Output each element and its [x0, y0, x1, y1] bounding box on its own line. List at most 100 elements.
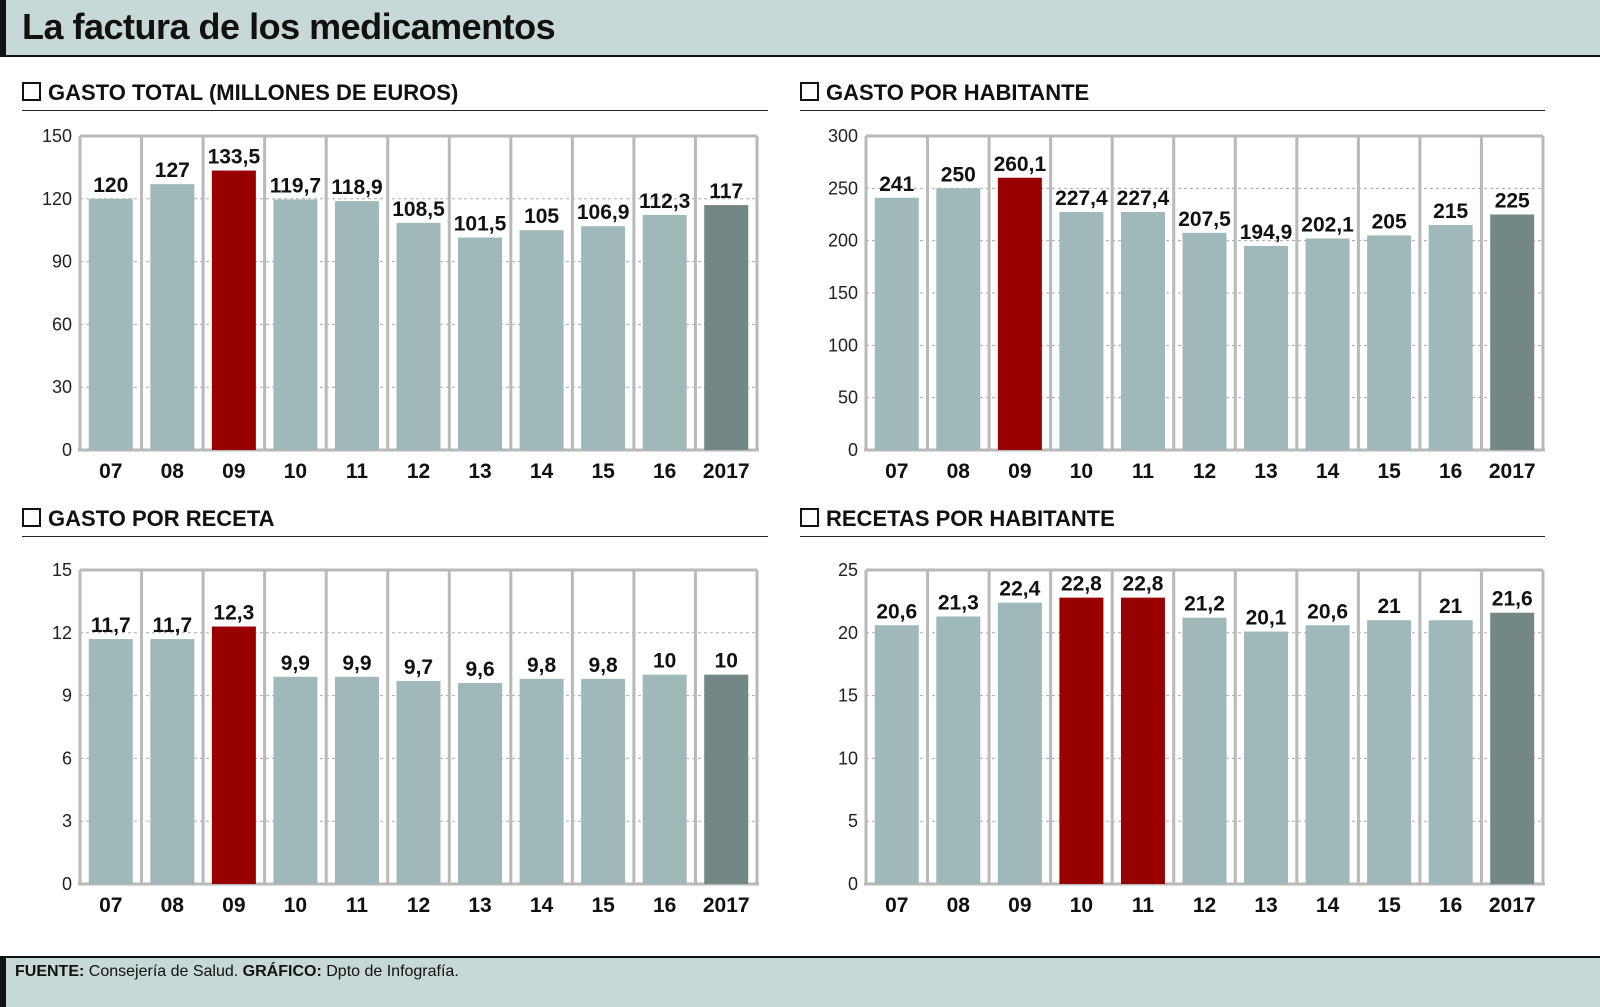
- y-tick-label: 300: [828, 126, 858, 146]
- data-label: 117: [709, 180, 743, 203]
- data-label: 227,4: [1055, 187, 1108, 210]
- page-title: La factura de los medicamentos: [22, 6, 556, 47]
- y-tick-label: 0: [848, 440, 858, 460]
- bar-07: [88, 639, 133, 884]
- bar-10: [273, 199, 318, 450]
- y-tick-label: 0: [848, 874, 858, 894]
- bar-09: [211, 626, 256, 884]
- y-tick-label: 12: [52, 623, 72, 643]
- y-tick-label: 25: [838, 560, 858, 580]
- x-tick-label: 16: [1439, 460, 1462, 483]
- data-label: 21,6: [1492, 588, 1533, 611]
- bar-13: [458, 237, 503, 450]
- bar-08: [150, 184, 195, 450]
- data-label: 202,1: [1301, 213, 1354, 236]
- bar-09: [997, 602, 1042, 884]
- bar-12: [1182, 617, 1227, 884]
- chart-title-text: GASTO POR HABITANTE: [826, 80, 1090, 105]
- bar-14: [1305, 238, 1350, 450]
- x-tick-label: 13: [1254, 894, 1277, 917]
- data-label: 225: [1495, 190, 1530, 213]
- bar-16: [1428, 224, 1473, 450]
- source-note: FUENTE: Consejería de Salud. GRÁFICO: Dp…: [15, 963, 459, 981]
- x-tick-label: 10: [1070, 894, 1093, 917]
- data-label: 105: [524, 205, 559, 228]
- data-label: 108,5: [392, 198, 445, 221]
- data-label: 11,7: [152, 614, 192, 637]
- x-tick-label: 08: [161, 894, 185, 917]
- data-label: 241: [879, 173, 914, 196]
- x-tick-label: 13: [468, 460, 491, 483]
- y-tick-label: 60: [52, 314, 72, 334]
- data-label: 11,7: [91, 614, 131, 637]
- bar-2017: [704, 205, 749, 450]
- square-icon: [800, 508, 819, 527]
- data-label: 207,5: [1178, 208, 1231, 231]
- x-tick-label: 11: [1132, 894, 1155, 917]
- data-label: 112,3: [639, 190, 690, 213]
- bar-11: [1120, 211, 1165, 450]
- bar-15: [1367, 620, 1412, 884]
- x-tick-label: 11: [346, 460, 369, 483]
- bar-2017: [704, 674, 749, 884]
- x-tick-label: 09: [222, 460, 245, 483]
- data-label: 120: [93, 174, 128, 197]
- y-tick-label: 150: [828, 283, 858, 303]
- footer-accent: [0, 958, 6, 1007]
- bar-11: [1120, 597, 1165, 884]
- bar-12: [1182, 232, 1227, 450]
- y-tick-label: 120: [42, 189, 72, 209]
- data-label: 22,8: [1123, 573, 1164, 596]
- x-tick-label: 2017: [1489, 894, 1536, 917]
- x-tick-label: 10: [284, 460, 307, 483]
- data-label: 9,8: [589, 654, 619, 677]
- data-label: 9,8: [527, 654, 557, 677]
- x-tick-label: 07: [885, 460, 908, 483]
- bar-16: [642, 674, 687, 884]
- x-tick-label: 11: [346, 894, 369, 917]
- x-tick-label: 08: [947, 460, 971, 483]
- y-tick-label: 30: [52, 377, 72, 397]
- y-tick-label: 6: [62, 748, 72, 768]
- x-tick-label: 07: [885, 894, 908, 917]
- bar-2017: [1490, 214, 1535, 450]
- data-label: 21,2: [1184, 593, 1225, 616]
- bar-11: [334, 676, 379, 884]
- data-label: 21,3: [938, 591, 979, 614]
- y-tick-label: 3: [62, 811, 72, 831]
- bar-12: [396, 222, 441, 450]
- data-label: 10: [653, 650, 676, 673]
- bar-13: [458, 683, 503, 884]
- bar-16: [1428, 620, 1473, 884]
- x-tick-label: 12: [1193, 894, 1216, 917]
- data-label: 9,9: [281, 652, 310, 675]
- x-tick-label: 09: [1008, 460, 1031, 483]
- x-tick-label: 09: [222, 894, 245, 917]
- bar-09: [997, 177, 1042, 450]
- x-tick-label: 11: [1132, 460, 1155, 483]
- bar-10: [273, 676, 318, 884]
- data-label: 260,1: [994, 153, 1047, 176]
- bar-13: [1244, 246, 1289, 450]
- x-tick-label: 2017: [703, 460, 750, 483]
- x-tick-label: 16: [653, 460, 676, 483]
- data-label: 20,6: [876, 600, 917, 623]
- y-tick-label: 15: [52, 560, 72, 580]
- bar-08: [150, 639, 195, 884]
- bar-16: [642, 214, 687, 450]
- x-tick-label: 14: [530, 460, 554, 483]
- chart-title-gasto-total: GASTO TOTAL (MILLONES DE EUROS): [22, 80, 768, 111]
- bar-14: [1305, 625, 1350, 884]
- data-label: 20,1: [1246, 607, 1287, 630]
- x-tick-label: 08: [947, 894, 971, 917]
- chart-title-recetas-habitante: RECETAS POR HABITANTE: [800, 506, 1545, 537]
- y-tick-label: 0: [62, 874, 72, 894]
- data-label: 215: [1433, 200, 1468, 223]
- y-tick-label: 90: [52, 252, 72, 272]
- data-label: 194,9: [1240, 221, 1293, 244]
- data-label: 119,7: [270, 174, 321, 197]
- bar-14: [519, 678, 564, 884]
- x-tick-label: 08: [161, 460, 185, 483]
- bar-07: [88, 198, 133, 450]
- y-tick-label: 250: [828, 178, 858, 198]
